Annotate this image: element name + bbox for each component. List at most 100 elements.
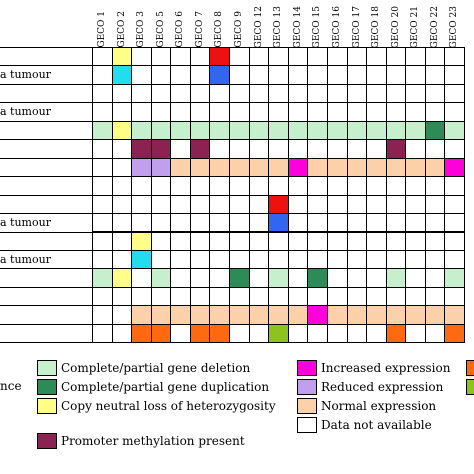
grid-cell: [405, 65, 426, 85]
grid-cell: [131, 323, 152, 344]
grid-cell: [131, 286, 152, 307]
grid-cell: [209, 286, 231, 307]
column-header: GECO 16: [327, 2, 347, 48]
grid-cell: [366, 249, 387, 270]
grid-cell: [248, 249, 270, 270]
grid-cell: [189, 213, 211, 233]
column-header-label: GECO 7: [194, 11, 205, 48]
grid-cell: [229, 231, 250, 251]
grid-cell: [150, 65, 172, 85]
grid-cell: [170, 139, 191, 159]
column-header-label: GECO 5: [155, 11, 166, 48]
column-header: GECO 8: [209, 2, 229, 48]
row-divider: [0, 120, 92, 122]
grid-cell: [209, 231, 231, 251]
grid-cell: [150, 194, 172, 215]
grid-cell: [385, 286, 407, 307]
grid-cell: [229, 268, 250, 288]
row-divider: [0, 139, 92, 141]
grid-cell: [150, 139, 172, 159]
grid-cell: [405, 194, 426, 215]
grid-cell: [150, 213, 172, 233]
legend-swatch: [37, 379, 57, 395]
legend-swatch: [37, 433, 57, 449]
column-header: GECO 7: [190, 2, 210, 48]
grid-cell: [287, 286, 309, 307]
grid-cell: [131, 268, 152, 288]
grid-cell: [170, 323, 191, 344]
grid-cell: [444, 139, 466, 159]
grid-cell: [189, 83, 211, 104]
grid-cell: [170, 213, 191, 233]
grid-cell: [111, 231, 133, 251]
grid-cell: [385, 231, 407, 251]
grid-cell: [287, 83, 309, 104]
grid-cell: [326, 47, 348, 67]
grid-cell: [131, 305, 152, 325]
grid-cell: [326, 139, 348, 159]
grid-cell: [287, 120, 309, 141]
grid-cell: [287, 249, 309, 270]
grid-cell: [209, 102, 231, 122]
grid-cell: [170, 176, 191, 196]
grid-cell: [268, 213, 289, 233]
grid-cell: [248, 194, 270, 215]
row-divider: [0, 102, 92, 104]
grid-cell: [170, 194, 191, 215]
grid-cell: [385, 65, 407, 85]
column-header-label: GECO 18: [371, 5, 382, 48]
column-header-label: GECO 14: [292, 5, 303, 48]
grid-cell: [346, 176, 368, 196]
grid-cell: [111, 65, 133, 85]
grid-cell: [287, 176, 309, 196]
grid-cell: [189, 65, 211, 85]
grid-cell: [287, 305, 309, 325]
legend-swatch: [37, 398, 57, 414]
grid-cell: [248, 102, 270, 122]
grid-cell: [444, 120, 466, 141]
grid-cell: [385, 213, 407, 233]
row-divider: [0, 286, 92, 288]
grid-cell: [111, 194, 133, 215]
grid-cell: [366, 194, 387, 215]
legend-swatch: [297, 398, 317, 414]
grid-cell: [92, 102, 113, 122]
grid-cell: [248, 120, 270, 141]
grid-cell: [229, 194, 250, 215]
row-divider: [0, 176, 92, 178]
grid-cell: [209, 120, 231, 141]
grid-cell: [424, 268, 446, 288]
grid-cell: [346, 194, 368, 215]
grid-cell: [248, 65, 270, 85]
grid-cell: [248, 83, 270, 104]
grid-cell: [424, 65, 446, 85]
grid-cell: [366, 268, 387, 288]
column-header: GECO 23: [444, 2, 464, 48]
grid-cell: [170, 65, 191, 85]
column-header-label: GECO 22: [429, 5, 440, 48]
column-header-label: GECO 17: [351, 5, 362, 48]
grid-cell: [405, 83, 426, 104]
row-divider: [0, 268, 92, 270]
grid-cell: [366, 323, 387, 344]
grid-cell: [287, 323, 309, 344]
grid-cell: [366, 47, 387, 67]
legend-swatch: [37, 360, 57, 376]
grid-cell: [385, 194, 407, 215]
row-divider: [0, 305, 92, 307]
column-header-label: GECO 21: [410, 5, 421, 48]
grid-cell: [209, 323, 231, 344]
column-header: GECO 21: [405, 2, 425, 48]
grid-cell: [248, 47, 270, 67]
grid-cell: [248, 268, 270, 288]
grid-cell: [150, 286, 172, 307]
column-header-label: GECO 23: [449, 5, 460, 48]
grid-cell: [307, 286, 328, 307]
grid-cell: [366, 305, 387, 325]
grid-cell: [366, 65, 387, 85]
grid-cell: [326, 286, 348, 307]
grid-cell: [346, 83, 368, 104]
column-header: GECO 18: [366, 2, 386, 48]
grid-cell: [307, 83, 328, 104]
grid-cell: [424, 83, 446, 104]
